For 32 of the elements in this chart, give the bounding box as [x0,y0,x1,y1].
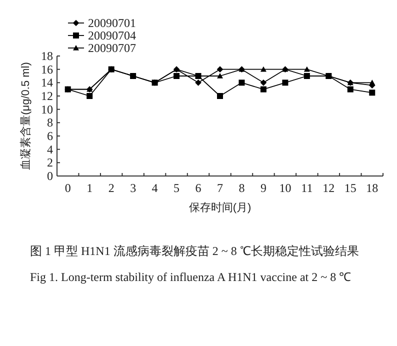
legend-label: 20090704 [88,28,136,42]
x-tick-label: 15 [344,181,356,195]
x-tick-label: 10 [279,181,292,195]
caption: 图 1 甲型 H1N1 流感病毒裂解疫苗 2 ~ 8 ℃长期稳定性试验结果 [29,243,360,260]
caption: Fig 1. Long-term stability of influenza A H1N1 vaccine at 2 ~ 8 ℃ [29,269,352,286]
x-tick-label: 6 [195,181,202,195]
x-tick-label: 3 [130,181,136,195]
legend-label: 20090701 [88,16,136,30]
x-tick-label: 18 [366,181,378,195]
x-tick-label: 7 [217,181,223,195]
y-tick-label: 8 [47,116,53,130]
y-tick-label: 6 [47,129,53,143]
x-axis-title: 保存时间(月) [188,201,252,214]
x-tick-label: 4 [152,181,158,195]
x-tick-label: 12 [322,181,335,195]
y-tick-label: 10 [41,102,53,116]
x-tick-label: 1 [86,181,93,195]
y-tick-label: 2 [47,156,53,170]
x-tick-label: 5 [174,181,180,195]
y-tick-label: 0 [47,169,53,183]
x-tick-label: 8 [238,181,245,195]
x-tick-label: 0 [64,181,71,195]
y-tick-label: 18 [41,49,53,63]
y-tick-label: 14 [41,76,53,90]
y-tick-label: 4 [47,142,53,156]
x-tick-label: 11 [301,181,313,195]
x-tick-label: 2 [108,181,114,195]
legend-label: 20090707 [88,41,136,55]
y-tick-label: 12 [41,89,53,103]
y-tick-label: 16 [41,62,53,76]
x-tick-label: 9 [260,181,266,195]
y-axis-title: 血凝素含量(μg/0.5 ml) [19,62,32,170]
